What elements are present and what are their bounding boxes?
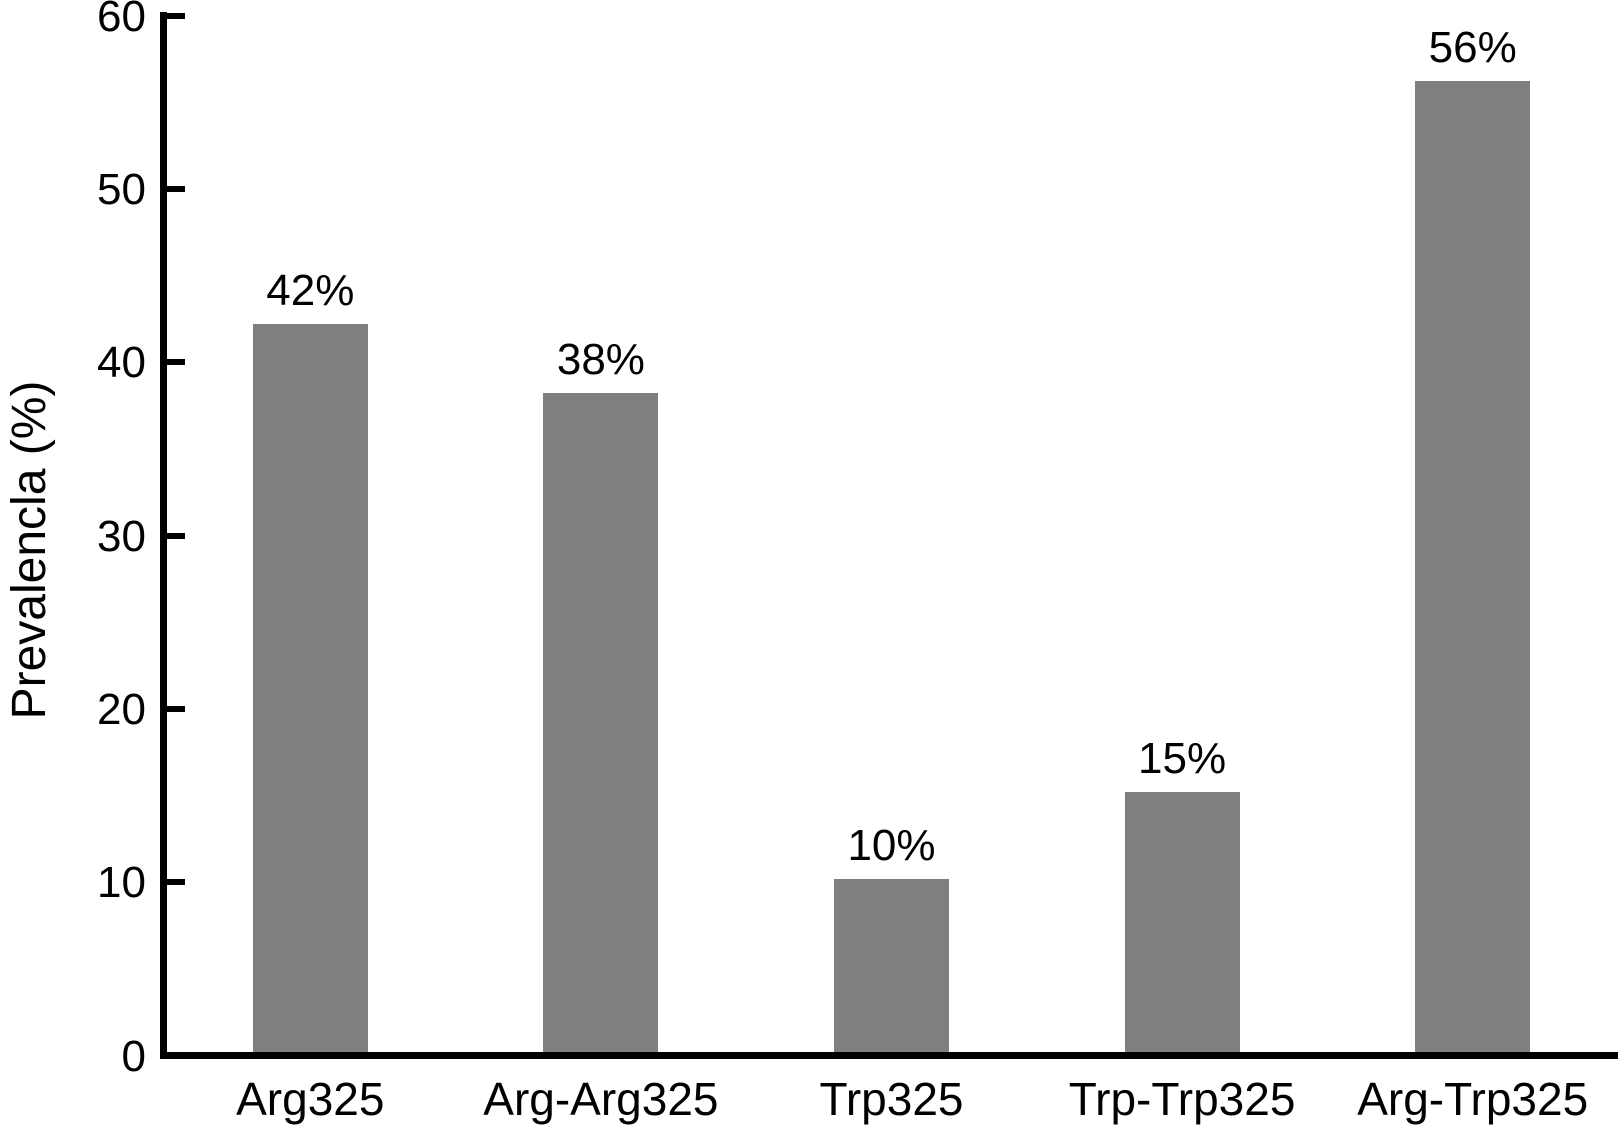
y-axis-tick-label: 10 [97,858,146,908]
bar-trp325 [834,878,949,1052]
y-axis-tick-label: 30 [97,511,146,561]
y-axis-tick [167,532,185,539]
y-axis-tick-label: 50 [97,164,146,214]
y-axis-tick-label: 60 [97,0,146,41]
bar-value-label: 38% [556,335,645,385]
bar-value-label: 42% [266,266,355,315]
x-axis-line [160,1052,1618,1059]
y-axis-tick-label: 40 [97,338,146,388]
y-axis-tick [167,705,185,712]
x-axis-category-label: Arg-Arg325 [483,1073,719,1125]
x-axis-category-label: Arg-Trp325 [1357,1073,1589,1125]
bar-arg325 [252,324,368,1052]
bar-trp-trp325 [1124,792,1240,1052]
x-axis-category-label: Trp-Trp325 [1068,1073,1296,1125]
x-axis-category-label: Arg325 [236,1073,385,1125]
bar-value-label: 56% [1428,23,1517,73]
bar-arg-arg325 [543,393,659,1052]
x-axis-category-label: Trp325 [819,1073,964,1125]
y-axis-tick [167,359,185,366]
y-axis-tick [167,185,185,192]
y-axis-tick [167,879,185,886]
y-axis-tick [167,12,185,19]
y-axis-line [160,12,167,1059]
bar-value-label: 15% [1138,734,1227,783]
bar-arg-trp325 [1415,81,1531,1052]
y-axis-tick-label: 0 [121,1031,146,1081]
y-axis-tick-label: 20 [97,684,146,734]
bar-value-label: 10% [847,820,936,870]
